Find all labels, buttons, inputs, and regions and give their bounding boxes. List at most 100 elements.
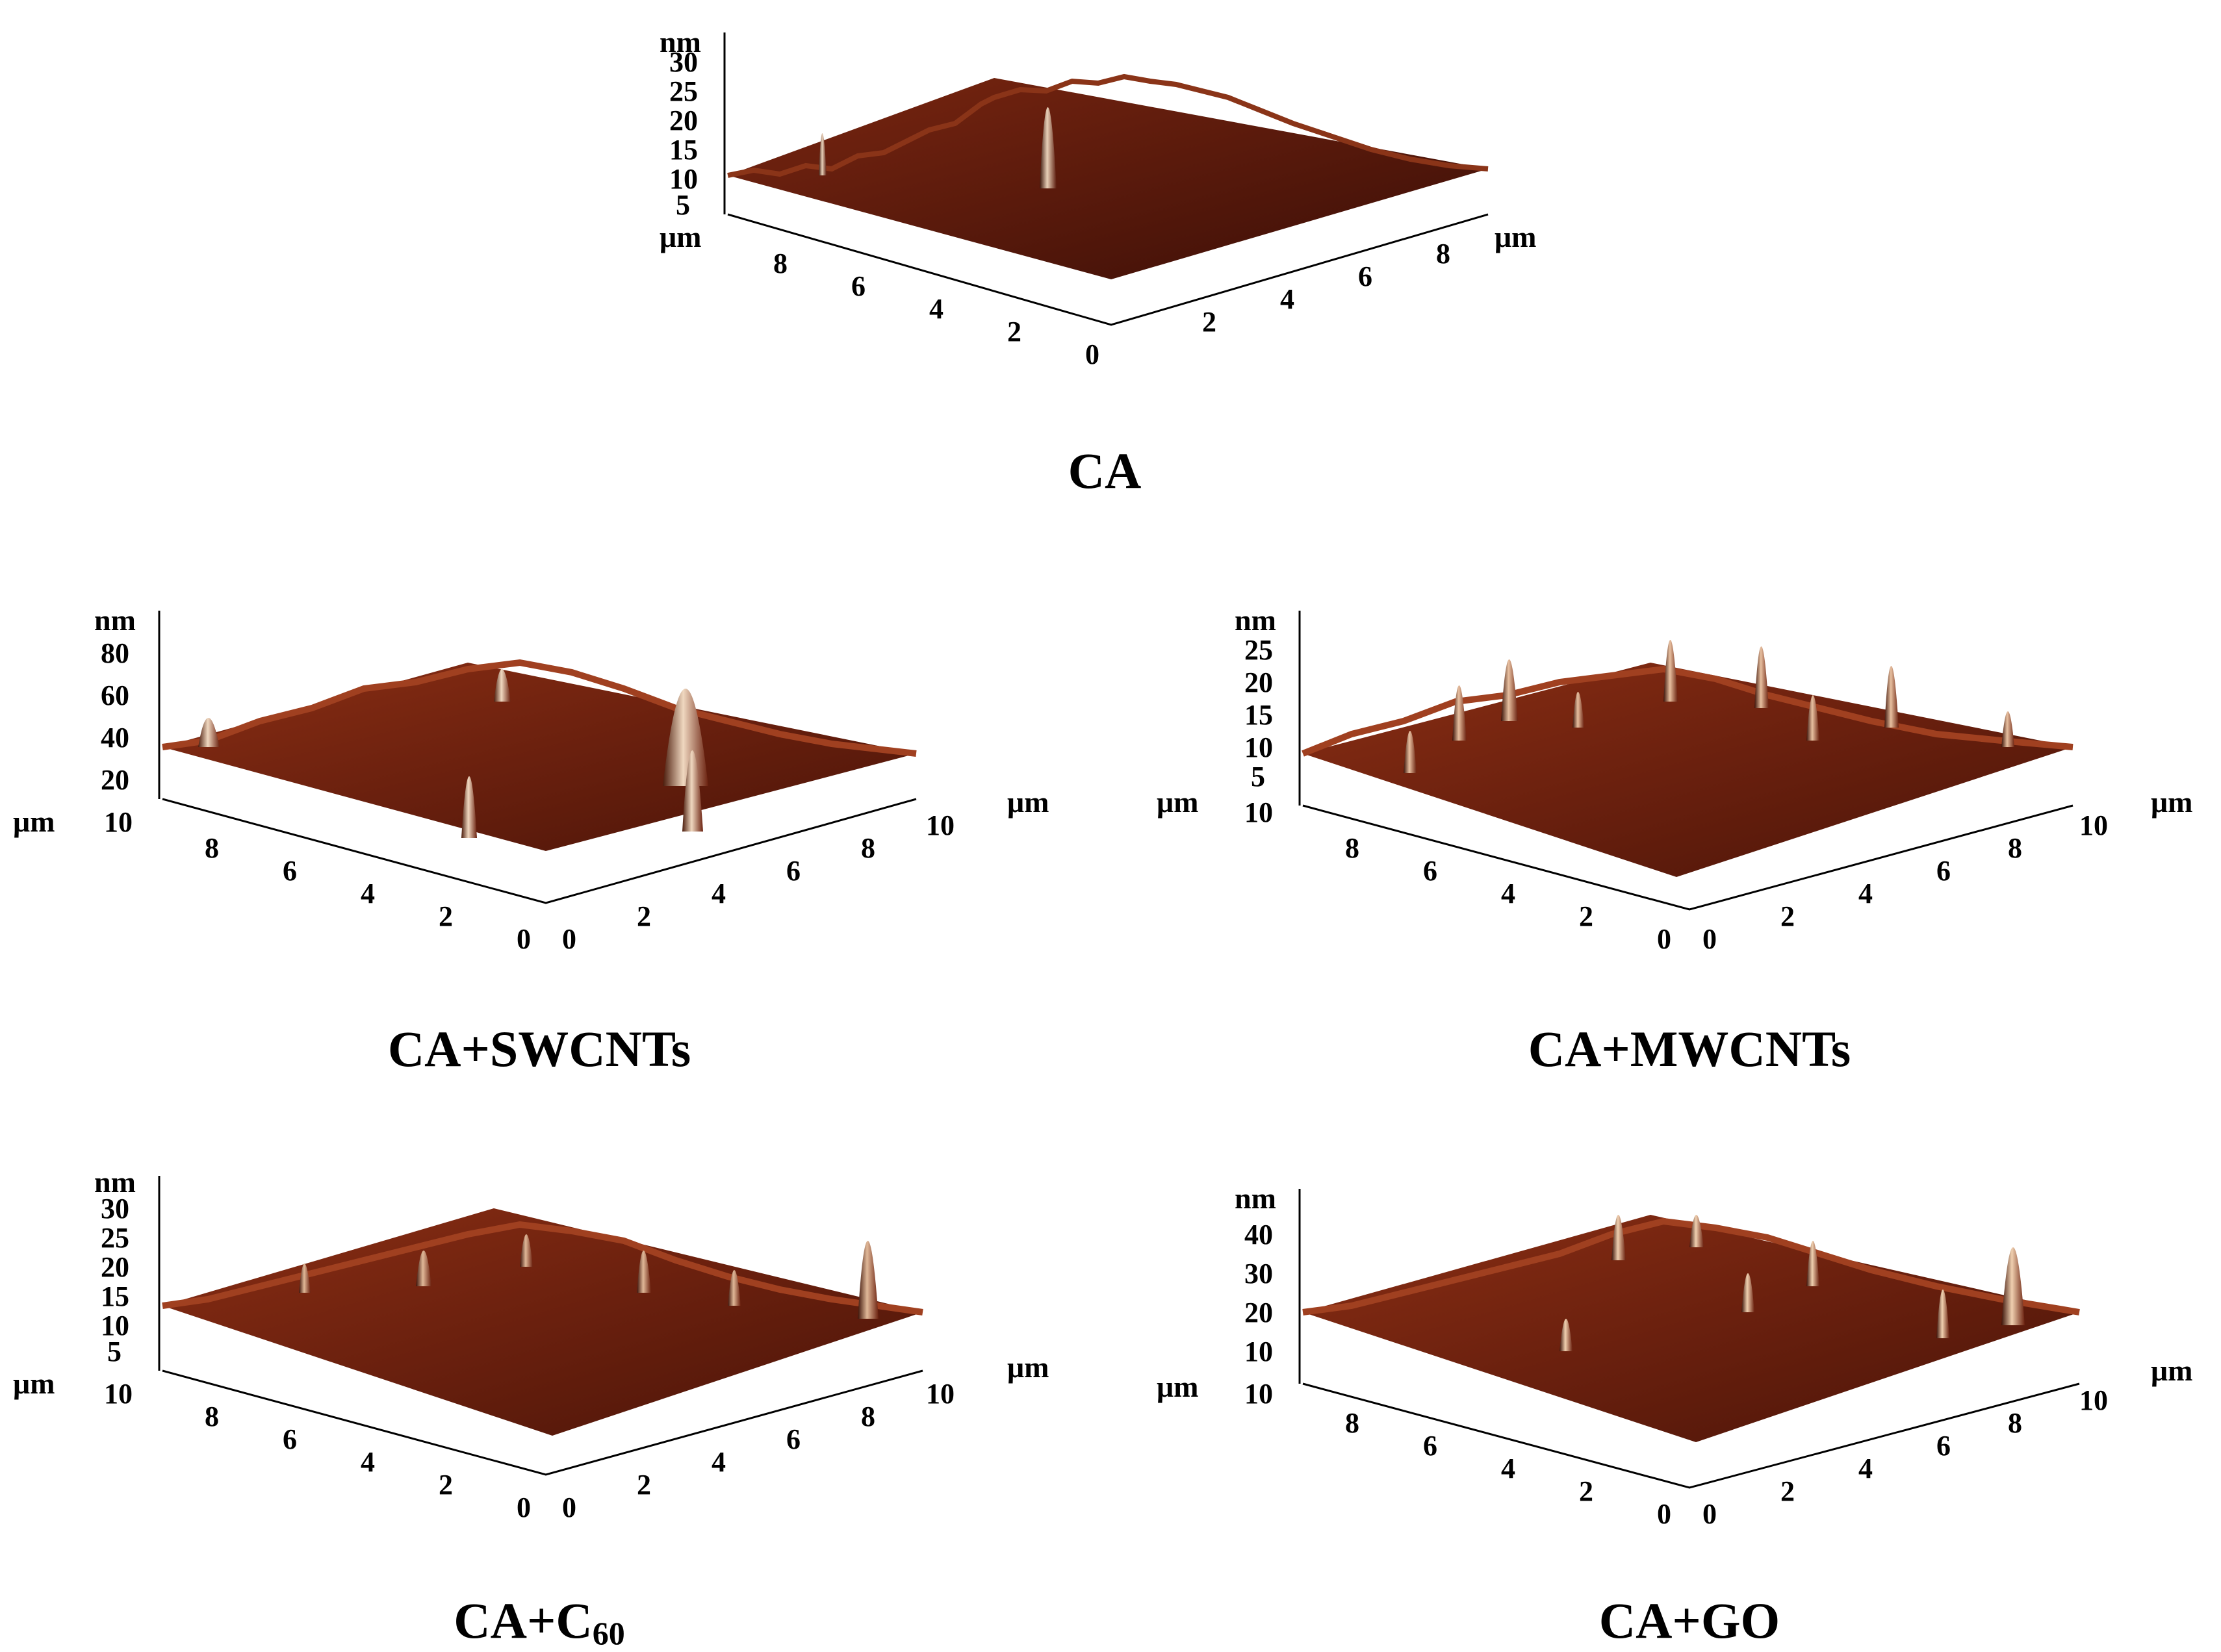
left-axis-tick: 0 <box>517 1492 531 1523</box>
right-axis-tick: 8 <box>2008 1407 2022 1439</box>
surface-spike <box>1404 731 1417 773</box>
left-axis-tick: 10 <box>1244 1378 1273 1410</box>
left-axis-tick: 8 <box>205 1401 219 1432</box>
z-tick: 20 <box>669 105 698 136</box>
left-axis-tick: 10 <box>1244 796 1273 828</box>
surface-ridge <box>1302 1217 2080 1315</box>
left-axis-tick: 10 <box>104 806 133 838</box>
surface-spike <box>1806 695 1819 741</box>
right-axis-tick: 4 <box>1858 1453 1873 1484</box>
right-axis-tick: 2 <box>1780 1475 1795 1507</box>
right-axis-tick: 8 <box>2008 832 2022 864</box>
caption-ca-c60: CA+C60 <box>344 1592 734 1651</box>
z-tick: 15 <box>669 134 698 166</box>
z-tick: 20 <box>1244 667 1273 698</box>
base-axes <box>727 213 1489 326</box>
surface-spike <box>1806 1241 1819 1286</box>
left-axis-tick: 10 <box>104 1378 133 1410</box>
base-axes <box>1302 1382 2080 1489</box>
z-tick: 30 <box>1244 1258 1273 1290</box>
left-axis-unit: μm <box>13 805 55 838</box>
surface <box>162 663 916 851</box>
left-axis-tick: 4 <box>1501 1453 1515 1484</box>
right-axis-tick: 8 <box>1436 238 1450 270</box>
z-tick: 40 <box>1244 1219 1273 1251</box>
left-axis-unit: μm <box>660 220 701 253</box>
surface <box>1303 1215 2079 1442</box>
caption-subscript: 60 <box>592 1615 625 1651</box>
z-tick: 5 <box>1251 761 1265 793</box>
caption-ca-mwcnts: CA+MWCNTs <box>1456 1020 1923 1078</box>
afm-surface-ca-swcnts: nm 80 60 40 20 μm 10 8 6 4 2 0 0 2 4 6 8… <box>13 604 1049 955</box>
left-axis-unit: μm <box>13 1367 55 1400</box>
right-axis-unit: μm <box>2151 785 2192 819</box>
afm-surface-ca-mwcnts: nm 25 20 15 10 5 μm 10 8 6 4 2 0 0 2 4 6… <box>1157 604 2192 955</box>
surface-spike <box>819 133 827 175</box>
right-axis-tick: 4 <box>1280 283 1294 315</box>
surface-spike <box>682 750 703 832</box>
base-axes <box>1302 804 2073 911</box>
z-tick: 25 <box>669 75 698 107</box>
left-axis-tick: 0 <box>517 923 531 955</box>
panel-ca-mwcnts: nm 25 20 15 10 5 μm 10 8 6 4 2 0 0 2 4 6… <box>1157 572 2196 955</box>
surface-spike <box>1501 659 1518 721</box>
z-tick: 10 <box>1244 731 1273 763</box>
left-axis-tick: 2 <box>1579 900 1593 932</box>
right-axis-unit: μm <box>1495 220 1536 253</box>
right-axis-tick: 10 <box>2079 809 2108 841</box>
left-axis-unit: μm <box>1157 785 1198 819</box>
z-tick: 10 <box>101 1310 129 1341</box>
right-axis-tick: 6 <box>786 855 801 887</box>
left-axis-tick: 6 <box>1423 855 1437 887</box>
right-axis-tick: 10 <box>926 809 955 841</box>
left-axis-tick: 6 <box>1423 1430 1437 1462</box>
surface-spike <box>663 689 708 786</box>
left-axis-tick: 0 <box>1657 1498 1671 1530</box>
z-tick: 25 <box>1244 634 1273 666</box>
surface-spike <box>728 1270 741 1306</box>
surface <box>728 78 1488 279</box>
surface-spike <box>1741 1273 1754 1312</box>
right-axis-tick: 0 <box>1702 1498 1717 1530</box>
z-tick: 15 <box>101 1280 129 1312</box>
left-axis-tick: 4 <box>929 293 944 325</box>
surface-spike <box>198 718 220 747</box>
right-axis-tick: 4 <box>712 878 726 909</box>
z-tick: 60 <box>101 680 129 711</box>
surface-ridge <box>162 659 917 757</box>
right-axis-unit: μm <box>2151 1354 2192 1387</box>
z-unit-label: nm <box>1235 604 1276 637</box>
surface-spike <box>299 1264 311 1293</box>
right-axis-tick: 2 <box>1780 900 1795 932</box>
caption-text: CA <box>1068 442 1142 499</box>
left-axis-tick: 8 <box>773 248 788 279</box>
right-axis-tick: 8 <box>861 1401 875 1432</box>
caption-text: CA+MWCNTs <box>1528 1021 1851 1077</box>
right-axis-tick: 2 <box>637 1469 651 1501</box>
base-axes <box>162 1369 923 1476</box>
left-axis-tick: 6 <box>283 855 297 887</box>
surface-spike <box>1936 1290 1949 1338</box>
left-axis-tick: 4 <box>361 1446 375 1478</box>
caption-ca: CA <box>975 442 1235 500</box>
base-axes <box>162 798 917 904</box>
z-unit-label: nm <box>660 25 701 58</box>
panel-ca-go: nm 40 30 20 10 μm 10 8 6 4 2 0 0 2 4 6 8… <box>1157 1156 2196 1533</box>
right-axis-tick: 10 <box>2079 1384 2108 1416</box>
right-axis-tick: 0 <box>562 1492 576 1523</box>
surface-spike <box>1573 692 1584 728</box>
surface-ridge <box>727 73 1489 178</box>
right-axis-unit: μm <box>1007 785 1049 819</box>
z-tick: 20 <box>101 1251 129 1283</box>
z-tick: 10 <box>669 163 698 195</box>
left-axis-tick: 2 <box>439 1469 453 1501</box>
left-axis-tick: 8 <box>205 832 219 864</box>
left-axis-tick: 8 <box>1345 832 1359 864</box>
surface-spike <box>2001 711 2014 747</box>
right-axis-tick: 6 <box>786 1423 801 1455</box>
surface-spike <box>520 1234 533 1267</box>
caption-ca-swcnts: CA+SWCNTs <box>312 1020 767 1078</box>
surface-spike <box>1611 1215 1626 1260</box>
surface-spike <box>637 1251 651 1293</box>
surface-ridge <box>162 1221 923 1315</box>
